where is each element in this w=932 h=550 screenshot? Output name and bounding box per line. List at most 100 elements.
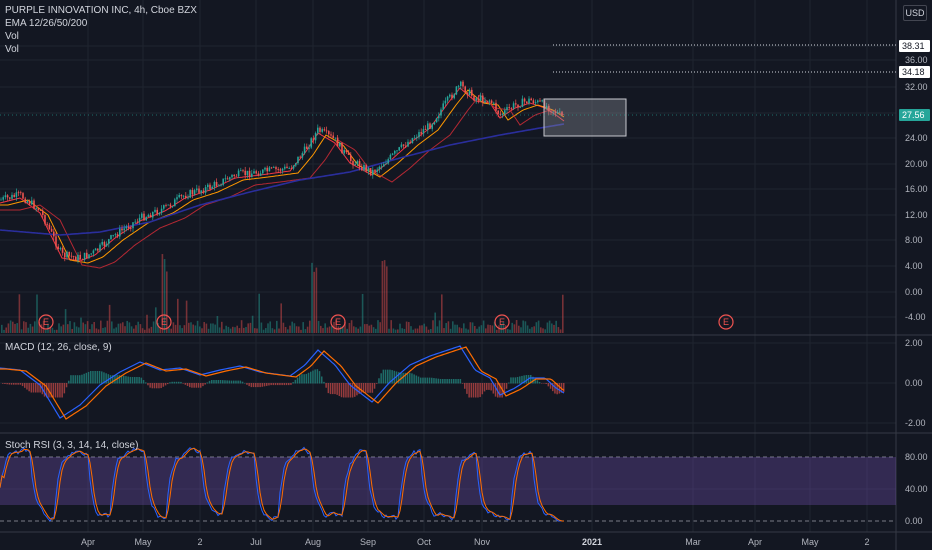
volume-bar [562,294,564,333]
macd-histogram-bar [349,383,352,398]
price-axis[interactable]: 40.0036.0032.0028.0024.0020.0016.0012.00… [899,40,930,526]
volume-bar [221,321,223,333]
volume-bar [254,328,256,333]
candle-body [418,132,420,138]
volume-bar [20,329,23,333]
volume-bar [245,327,247,333]
candle-body [523,98,526,102]
macd-histogram-bar [248,383,250,387]
volume-bar [282,322,285,333]
macd-signal-line [0,346,565,420]
earnings-marker-label[interactable]: E [499,317,505,327]
earnings-marker-circle[interactable] [330,314,346,330]
volume-bar [130,326,133,333]
volume-bar [207,328,210,333]
earnings-marker-circle[interactable] [718,314,734,330]
macd-histogram-bar [208,380,211,384]
candle-body [299,156,301,158]
candle-body [427,123,429,130]
earnings-marker-circle[interactable] [156,314,172,330]
candle-body [350,154,352,161]
volume-bar [485,328,487,333]
earnings-marker-label[interactable]: E [335,317,341,327]
volume-bar [185,300,188,333]
candle-body [248,170,251,178]
macd-histogram-bar [156,383,158,389]
candle-body [235,175,238,177]
macd-histogram-bar [26,383,28,390]
ema-indicator-label[interactable]: EMA 12/26/50/200 [5,18,88,29]
volume-bar [256,328,258,333]
earnings-marker-label[interactable]: E [161,317,167,327]
candle-body [319,127,321,132]
macd-histogram-bar [226,380,228,384]
macd-histogram-bar [180,381,182,384]
candle-body [407,141,409,147]
macd-histogram-bar [536,380,539,384]
volume-bar [474,326,476,333]
earnings-marker-label[interactable]: E [43,317,49,327]
candle-body [387,159,389,164]
currency-button[interactable]: USD [903,5,927,21]
price-tag-box[interactable] [899,40,930,52]
volume-bar [80,317,82,333]
time-axis[interactable]: Apr May 2 Jul Aug Sep Oct Nov 2021 Mar Apr May 2 [81,537,870,547]
macd-histogram-bar [193,383,195,388]
candle-body [482,95,484,103]
macd-histogram-bar [39,383,41,393]
volume-bar [408,322,410,333]
volume-bar [526,325,529,333]
symbol-title[interactable]: PURPLE INNOVATION INC, 4h, Cboe BZX [5,5,197,16]
price-tag-label[interactable]: 27.56 [902,110,925,120]
time-axis-label: 2 [197,537,202,547]
volume-indicator-label-2[interactable]: Vol [5,44,19,55]
macd-histogram-bar [237,380,239,384]
candle-body [510,108,513,109]
macd-histogram-bar [169,382,171,384]
price-tag-box[interactable] [899,66,930,78]
volume-indicator-label-1[interactable]: Vol [5,31,19,42]
price-tag-label[interactable]: 38.31 [902,41,925,51]
volume-bar [71,328,73,333]
volume-bar [14,323,16,333]
volume-bar [223,329,225,333]
time-axis-label: Sep [360,537,376,547]
macd-histogram-bar [118,375,121,384]
candle-body [363,165,365,171]
price-tag-label[interactable]: 34.18 [902,67,925,77]
candle-body [218,185,220,187]
volume-bar [225,325,227,333]
candle-body [339,142,341,147]
projection-box[interactable] [543,98,627,137]
candle-body [134,221,136,223]
macd-histogram-bar [263,383,266,387]
candle-body [141,213,143,218]
candle-body [20,192,22,194]
volume-bar [502,322,505,333]
candle-body [264,167,266,170]
macd-histogram-bar [162,383,165,387]
stoch-rsi-title[interactable]: Stoch RSI (3, 3, 14, 14, close) [5,440,139,451]
volume-bar [172,322,175,333]
macd-histogram-bar [4,383,6,385]
price-tag-box[interactable] [899,109,930,121]
earnings-marker-label[interactable]: E [723,317,729,327]
macd-histogram-bar [259,383,261,388]
macd-histogram-bar [92,371,94,384]
volume-bar [361,293,364,333]
volume-bar [480,325,483,333]
macd-title[interactable]: MACD (12, 26, close, 9) [5,342,112,353]
macd-histogram-bar [164,383,167,386]
volume-bar [247,323,249,333]
macd-histogram-bar [123,375,125,384]
macd-histogram-bar [459,379,462,384]
macd-histogram-bar [17,383,19,385]
earnings-marker-circle[interactable] [38,314,54,330]
earnings-marker-circle[interactable] [494,314,510,330]
volume-bar [1,324,3,333]
volume-bar [487,324,489,333]
candle-body [361,167,363,171]
macd-histogram-bar [246,383,248,385]
